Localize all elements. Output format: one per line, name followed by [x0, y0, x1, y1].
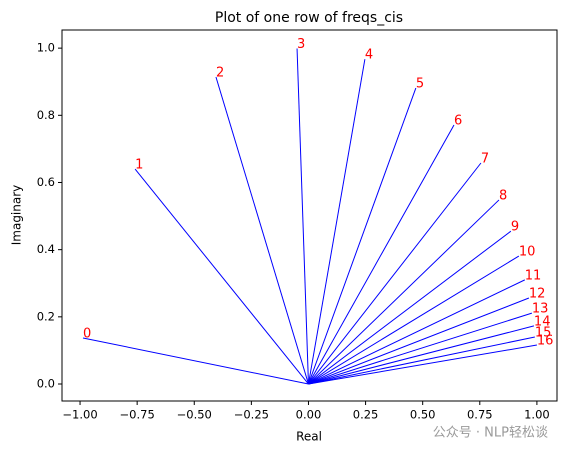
segment [308, 199, 500, 385]
x-tick-label: 0.50 [410, 408, 436, 422]
point-label: 0 [83, 326, 91, 341]
y-tick-label: 0.2 [37, 309, 55, 323]
point-label: 11 [525, 268, 542, 283]
segment [308, 230, 512, 385]
x-tick-label: −0.75 [120, 408, 155, 422]
segment [308, 124, 455, 385]
segment [308, 87, 417, 385]
point-label: 7 [481, 152, 489, 167]
point-label: 14 [534, 314, 551, 329]
segment [82, 337, 309, 385]
x-tick-label: −0.25 [234, 408, 269, 422]
x-tick-label: −0.50 [177, 408, 212, 422]
point-label: 10 [519, 245, 536, 260]
segment [308, 255, 520, 385]
point-label: 15 [535, 325, 552, 340]
point-label: 4 [365, 48, 373, 63]
y-tick-label: 0.6 [37, 175, 55, 189]
point-label: 12 [529, 287, 546, 302]
x-tick-label: −1.00 [62, 408, 97, 422]
watermark: 公众号 · NLP轻松谈 [433, 426, 548, 441]
y-tick-label: 1.0 [37, 41, 55, 55]
segment [308, 312, 533, 385]
point-label: 16 [537, 334, 554, 349]
segment [134, 168, 309, 385]
segment [296, 48, 309, 385]
x-tick-label: 1.00 [524, 408, 550, 422]
point-label: 2 [216, 66, 224, 81]
segment [307, 59, 366, 385]
x-axis-label: Real [296, 430, 322, 444]
segment [308, 336, 535, 385]
x-tick-label: 0.25 [353, 408, 379, 422]
segment [308, 162, 482, 385]
segment [308, 297, 530, 385]
y-axis-label: Imaginary [10, 185, 24, 246]
point-label: 3 [297, 37, 305, 52]
point-label: 5 [416, 77, 424, 92]
y-tick-label: 0.0 [37, 377, 55, 391]
chart-title: Plot of one row of freqs_cis [215, 10, 403, 26]
plot-frame [61, 29, 558, 402]
segment [308, 279, 526, 385]
segment [308, 325, 535, 385]
y-tick-label: 0.4 [37, 242, 55, 256]
x-tick-label: 0.00 [296, 408, 322, 422]
point-label: 1 [135, 158, 143, 173]
segment [215, 76, 309, 385]
x-tick-label: 0.75 [467, 408, 493, 422]
point-label: 9 [511, 220, 519, 235]
segment [308, 344, 537, 385]
y-tick-label: 0.8 [37, 108, 55, 122]
point-label: 13 [532, 302, 549, 317]
point-label: 6 [454, 114, 462, 129]
point-label: 8 [499, 188, 507, 203]
